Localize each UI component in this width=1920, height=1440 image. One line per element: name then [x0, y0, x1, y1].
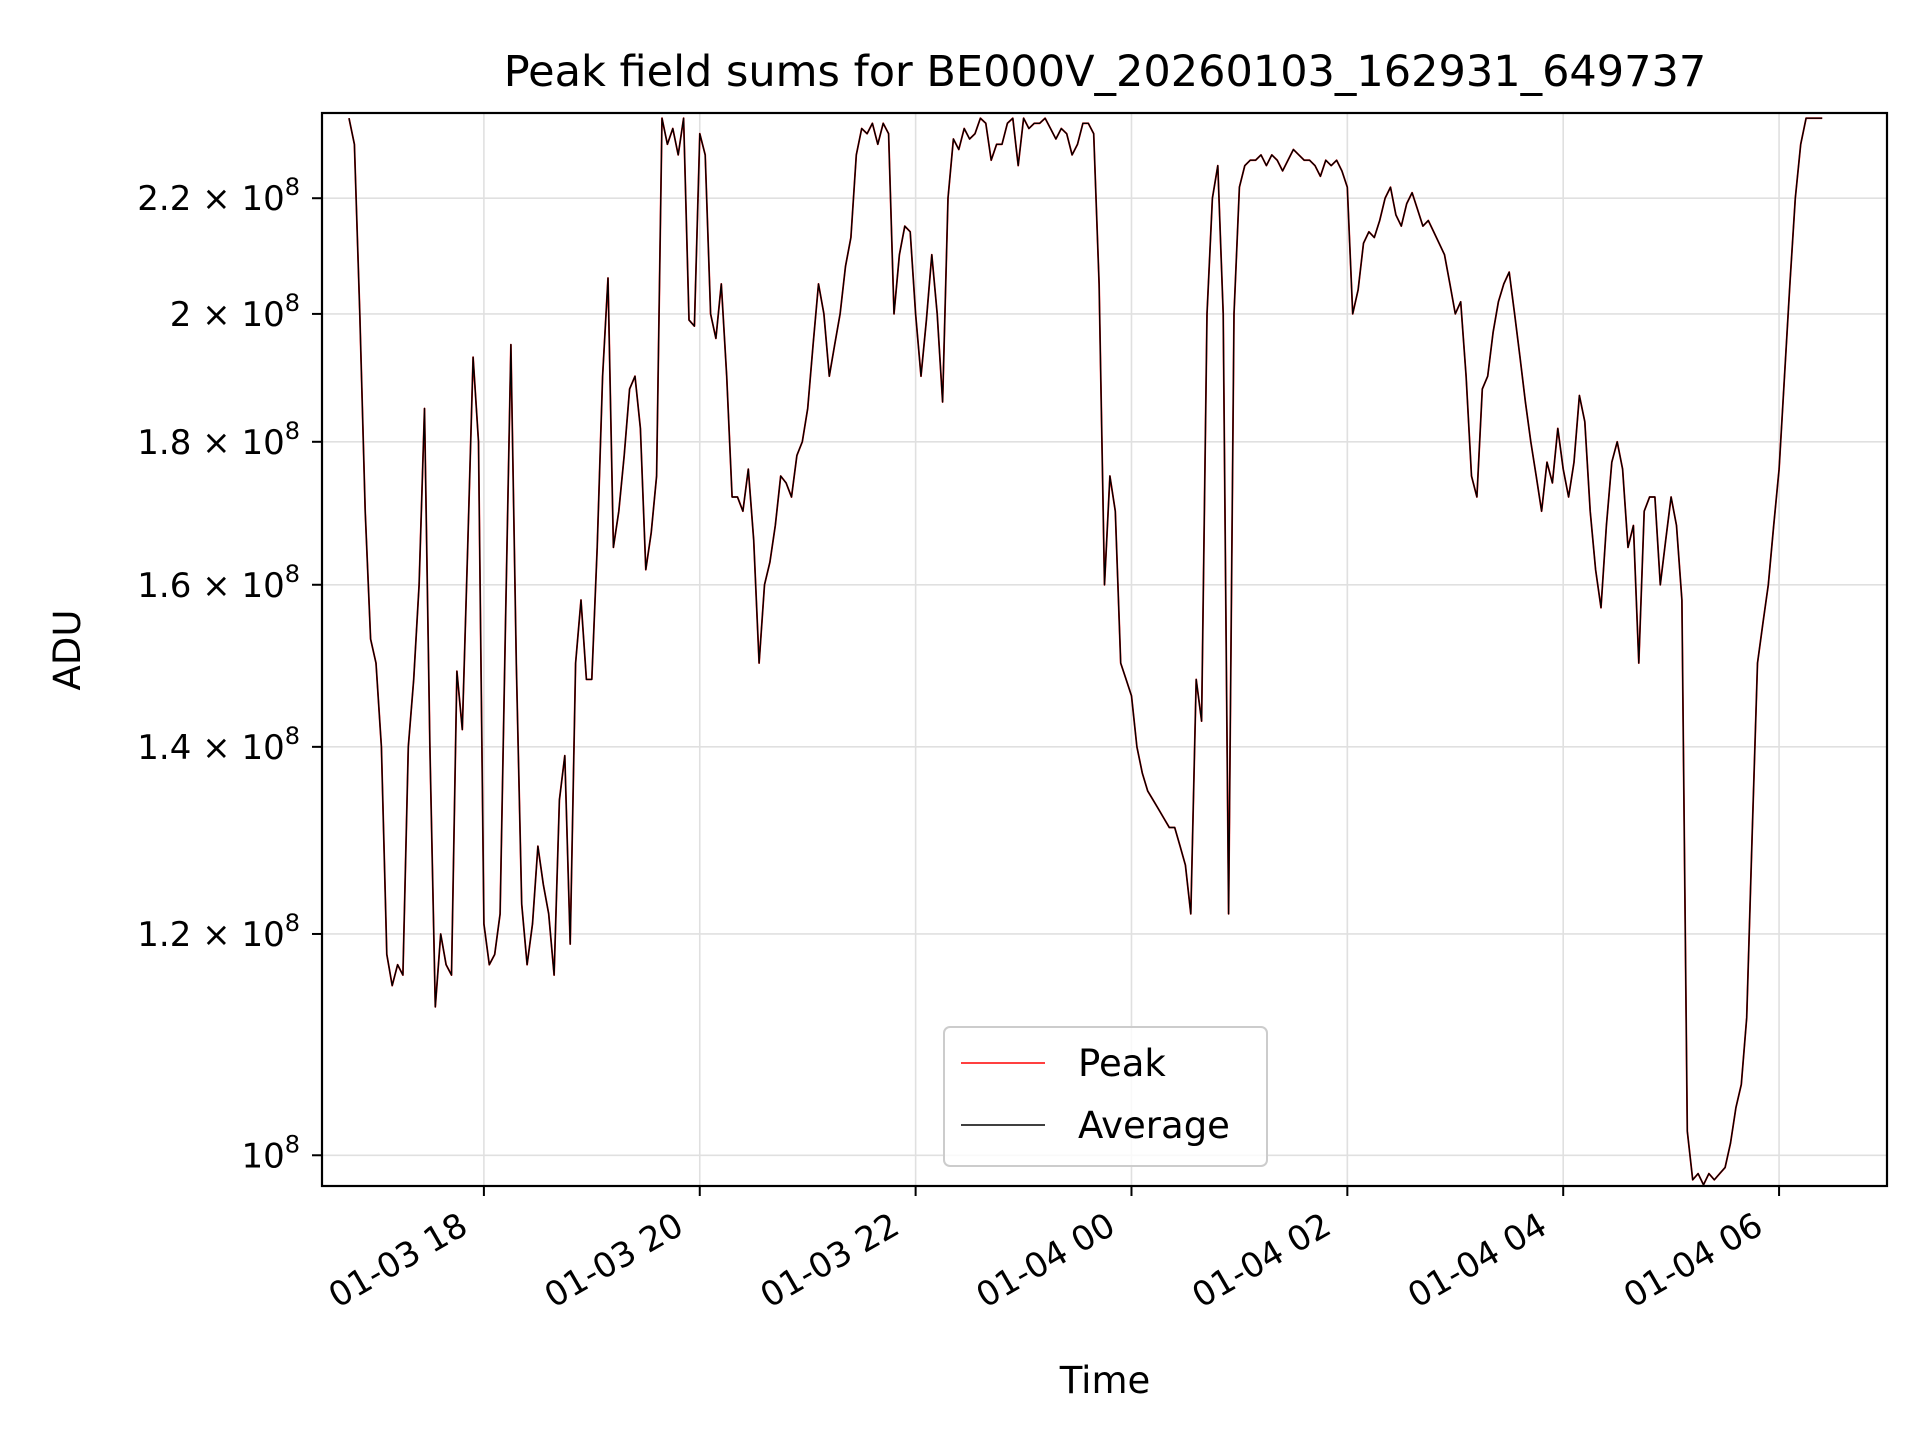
y-tick-label: 1.2 × 108 — [137, 909, 300, 955]
chart-title: Peak field sums for BE000V_20260103_1629… — [504, 47, 1706, 97]
y-tick-label: 108 — [241, 1130, 300, 1176]
y-tick-base: 2.2 × 10 — [137, 179, 284, 219]
y-tick-exponent: 8 — [285, 1130, 300, 1158]
y-tick-label: 1.4 × 108 — [137, 722, 300, 768]
y-tick-label: 2.2 × 108 — [137, 173, 300, 219]
y-tick-exponent: 8 — [285, 909, 300, 937]
y-axis-label: ADU — [46, 610, 89, 691]
y-tick-exponent: 8 — [285, 289, 300, 317]
y-tick-exponent: 8 — [285, 173, 300, 201]
plot-frame — [320, 111, 1889, 1188]
series-line-average — [348, 117, 1823, 1186]
y-tick-label: 1.8 × 108 — [137, 417, 300, 463]
y-tick-base: 1.4 × 10 — [137, 728, 284, 768]
y-tick-base: 1.2 × 10 — [137, 915, 284, 955]
y-tick-base: 1.6 × 10 — [137, 566, 284, 606]
x-axis-label: Time — [1059, 1359, 1151, 1402]
legend: Peak Average — [943, 1026, 1268, 1167]
y-tick-exponent: 8 — [285, 560, 300, 588]
y-tick-label: 2 × 108 — [170, 289, 300, 335]
y-tick-exponent: 8 — [285, 722, 300, 750]
y-tick-base: 2 × 10 — [170, 295, 285, 335]
series-group — [348, 117, 1823, 1186]
y-tick-base: 1.8 × 10 — [137, 423, 284, 463]
legend-label-average: Average — [1078, 1104, 1230, 1147]
legend-label-peak: Peak — [1078, 1042, 1166, 1085]
y-tick-label: 1.6 × 108 — [137, 560, 300, 606]
grid — [322, 113, 1887, 1186]
y-tick-base: 10 — [241, 1136, 284, 1176]
legend-box — [943, 1026, 1268, 1167]
y-tick-exponent: 8 — [285, 417, 300, 445]
